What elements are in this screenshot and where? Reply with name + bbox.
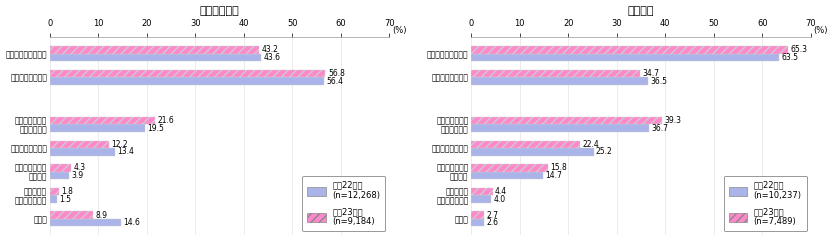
Bar [50, 172, 69, 179]
Text: 1.8: 1.8 [61, 187, 73, 196]
Text: 43.2: 43.2 [262, 45, 279, 54]
Bar [471, 125, 650, 132]
Text: 4.0: 4.0 [493, 194, 506, 204]
Bar [471, 219, 484, 227]
Text: (%): (%) [813, 26, 828, 35]
Text: 2.7: 2.7 [486, 211, 499, 220]
Text: 36.5: 36.5 [651, 77, 668, 86]
Text: 22.4: 22.4 [582, 140, 599, 149]
Text: 1.5: 1.5 [60, 194, 72, 204]
Text: 4.4: 4.4 [495, 187, 507, 196]
Bar [471, 211, 485, 219]
Bar [50, 117, 155, 125]
Bar [471, 148, 594, 156]
Text: 56.8: 56.8 [328, 69, 345, 78]
Text: 39.3: 39.3 [665, 116, 681, 125]
Bar [50, 148, 115, 156]
Bar [471, 141, 580, 148]
Bar [471, 195, 491, 203]
Bar [50, 219, 121, 227]
Bar [471, 172, 542, 179]
Text: 19.5: 19.5 [147, 124, 164, 133]
Text: 13.4: 13.4 [117, 147, 134, 156]
Bar [50, 211, 93, 219]
Bar [50, 77, 323, 85]
Title: 携帯電話: 携帯電話 [628, 6, 655, 16]
Text: 2.6: 2.6 [486, 218, 498, 227]
Text: 3.9: 3.9 [72, 171, 83, 180]
Bar [471, 70, 640, 77]
Text: 25.2: 25.2 [596, 147, 613, 156]
Text: 8.9: 8.9 [96, 211, 107, 220]
Text: (%): (%) [392, 26, 407, 35]
Title: 自宅パソコン: 自宅パソコン [200, 6, 240, 16]
Legend: 平成22年末
(n=12,268), 平成23年末
(n=9,184): 平成22年末 (n=12,268), 平成23年末 (n=9,184) [302, 176, 386, 231]
Bar [471, 54, 780, 61]
Text: 63.5: 63.5 [781, 53, 799, 62]
Bar [471, 77, 648, 85]
Text: 21.6: 21.6 [157, 116, 174, 125]
Text: 12.2: 12.2 [112, 140, 128, 149]
Bar [471, 117, 662, 125]
Text: 36.7: 36.7 [651, 124, 669, 133]
Text: 4.3: 4.3 [73, 163, 85, 172]
Bar [50, 195, 57, 203]
Text: 65.3: 65.3 [791, 45, 807, 54]
Text: 14.7: 14.7 [545, 171, 562, 180]
Bar [471, 46, 788, 54]
Bar [50, 70, 326, 77]
Text: 34.7: 34.7 [642, 69, 659, 78]
Bar [471, 188, 492, 195]
Bar [50, 46, 260, 54]
Bar [471, 164, 548, 172]
Legend: 平成22年末
(n=10,237), 平成23年末
(n=7,489): 平成22年末 (n=10,237), 平成23年末 (n=7,489) [724, 176, 806, 231]
Bar [50, 188, 58, 195]
Text: 43.6: 43.6 [264, 53, 281, 62]
Bar [50, 141, 109, 148]
Bar [50, 125, 145, 132]
Bar [50, 54, 262, 61]
Text: 14.6: 14.6 [123, 218, 140, 227]
Text: 15.8: 15.8 [551, 163, 567, 172]
Bar [50, 164, 71, 172]
Text: 56.4: 56.4 [326, 77, 343, 86]
